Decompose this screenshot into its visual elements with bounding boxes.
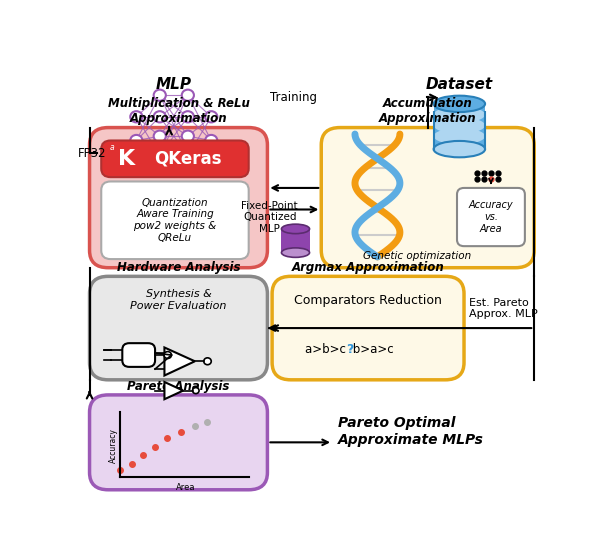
Text: Pareto Optimal
Approximate MLPs: Pareto Optimal Approximate MLPs: [338, 417, 484, 447]
Text: Accuracy
vs.
Area: Accuracy vs. Area: [469, 200, 513, 234]
Circle shape: [130, 111, 143, 123]
Circle shape: [205, 111, 217, 123]
Text: Synthesis &
Power Evaluation: Synthesis & Power Evaluation: [130, 290, 226, 311]
Text: QKeras: QKeras: [154, 150, 222, 168]
Text: Dataset: Dataset: [426, 77, 493, 92]
Text: FP32: FP32: [78, 147, 106, 160]
Text: Fixed-Point
Quantized
MLP: Fixed-Point Quantized MLP: [242, 201, 298, 234]
Text: Genetic optimization: Genetic optimization: [363, 251, 471, 261]
FancyBboxPatch shape: [89, 128, 268, 268]
Text: Accuracy: Accuracy: [109, 428, 117, 463]
FancyBboxPatch shape: [89, 276, 268, 380]
Text: Argmax Approximation: Argmax Approximation: [292, 261, 445, 274]
Ellipse shape: [434, 128, 485, 144]
FancyBboxPatch shape: [101, 181, 249, 259]
FancyBboxPatch shape: [434, 106, 485, 149]
Text: Area: Area: [176, 483, 195, 492]
Text: Accumulation
Approximation: Accumulation Approximation: [379, 97, 477, 125]
Circle shape: [182, 150, 194, 161]
Polygon shape: [164, 382, 183, 399]
Circle shape: [182, 130, 194, 142]
Circle shape: [153, 130, 166, 142]
FancyBboxPatch shape: [89, 395, 268, 490]
Ellipse shape: [434, 141, 485, 157]
Circle shape: [153, 150, 166, 161]
Ellipse shape: [434, 106, 485, 123]
FancyBboxPatch shape: [122, 343, 155, 367]
Ellipse shape: [434, 96, 485, 112]
Circle shape: [164, 352, 172, 358]
Circle shape: [130, 135, 143, 146]
Text: Multiplication & ReLu
Approximation: Multiplication & ReLu Approximation: [108, 97, 249, 125]
Circle shape: [204, 358, 211, 365]
Text: ?: ?: [345, 343, 353, 356]
Circle shape: [193, 388, 199, 394]
Text: Quantization
Aware Training
pow2 weights &
QReLu: Quantization Aware Training pow2 weights…: [133, 198, 217, 242]
FancyBboxPatch shape: [281, 229, 309, 253]
Circle shape: [182, 90, 194, 101]
Text: K: K: [118, 149, 135, 169]
FancyBboxPatch shape: [457, 188, 525, 246]
Ellipse shape: [281, 248, 310, 258]
Text: MLP: MLP: [156, 77, 192, 92]
Circle shape: [153, 90, 166, 101]
Ellipse shape: [434, 117, 485, 134]
Text: Pareto Analysis: Pareto Analysis: [127, 380, 230, 393]
Polygon shape: [164, 347, 195, 376]
Text: a: a: [109, 143, 114, 152]
FancyBboxPatch shape: [321, 128, 535, 268]
Circle shape: [153, 111, 166, 123]
Ellipse shape: [281, 224, 310, 234]
Circle shape: [205, 135, 217, 146]
Circle shape: [182, 111, 194, 123]
FancyBboxPatch shape: [272, 276, 464, 380]
FancyBboxPatch shape: [101, 141, 249, 177]
Text: Training: Training: [270, 91, 316, 104]
Text: Comparators Reduction: Comparators Reduction: [294, 293, 442, 306]
Text: Hardware Analysis: Hardware Analysis: [117, 261, 240, 274]
Text: a>b>c: a>b>c: [304, 343, 349, 356]
Text: b>a>c: b>a>c: [349, 343, 394, 356]
Text: Est. Pareto
Approx. MLP: Est. Pareto Approx. MLP: [469, 298, 538, 319]
